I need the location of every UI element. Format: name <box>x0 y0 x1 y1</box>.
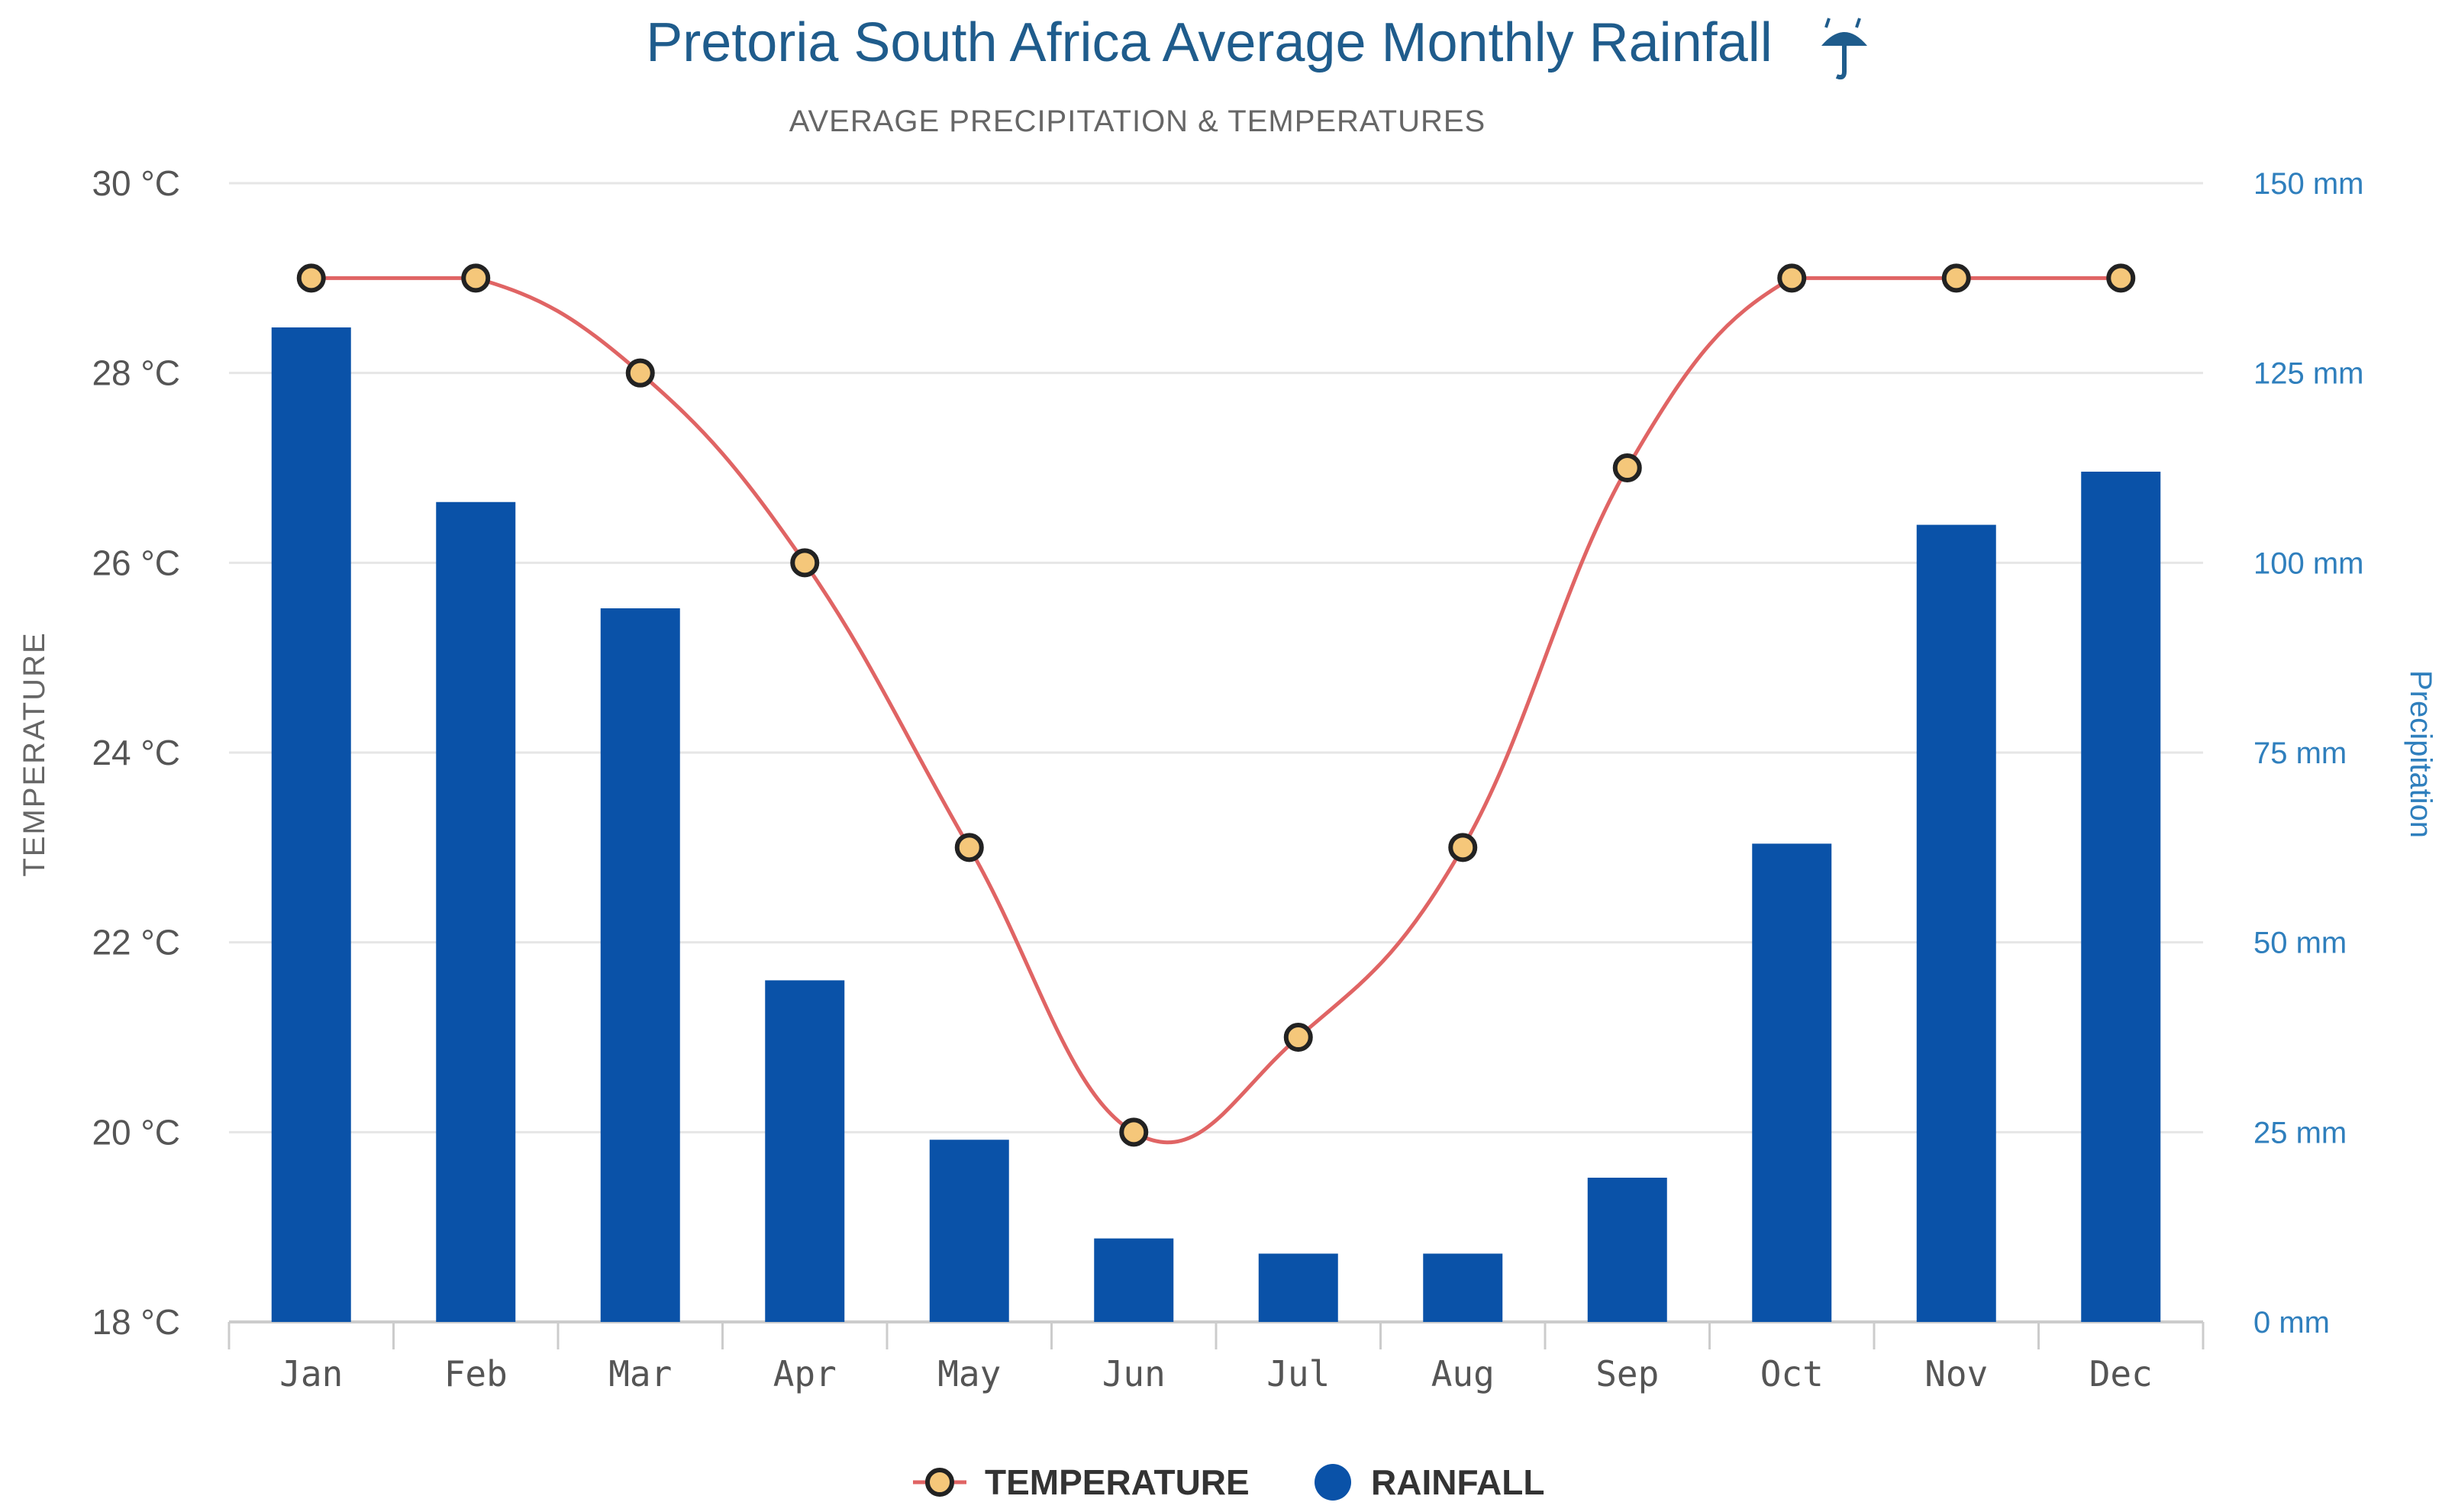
chart-title: Pretoria South Africa Average Monthly Ra… <box>646 12 1772 73</box>
left-axis-tick-label: 28 °C <box>92 353 180 393</box>
rainfall-bar-apr[interactable] <box>765 980 845 1322</box>
x-axis-tick-label: May <box>937 1353 1001 1394</box>
x-axis-tick-label: Sep <box>1595 1353 1659 1394</box>
rainfall-bar-jan[interactable] <box>271 327 351 1322</box>
right-axis-tick-label: 75 mm <box>2253 737 2347 770</box>
x-axis-tick-label: Nov <box>1924 1353 1988 1394</box>
legend-label: RAINFALL <box>1371 1462 1544 1502</box>
rainfall-bar-jul[interactable] <box>1258 1253 1338 1322</box>
legend-circle-marker <box>1315 1464 1351 1501</box>
temperature-point-nov[interactable] <box>1941 263 1971 293</box>
left-axis-title: TEMPERATURE <box>18 631 51 876</box>
rainfall-bar-dec[interactable] <box>2081 471 2161 1322</box>
rainfall-bars <box>271 327 2161 1322</box>
right-axis-title: Precipitation <box>2404 670 2437 838</box>
x-axis-tick-label: Jun <box>1102 1353 1166 1394</box>
rainfall-bar-may[interactable] <box>929 1140 1009 1322</box>
rainfall-bar-oct[interactable] <box>1752 843 1832 1322</box>
temperature-point-aug[interactable] <box>1448 833 1478 862</box>
x-axis-tick-label: Jan <box>279 1353 343 1394</box>
left-axis-tick-label: 26 °C <box>92 543 180 582</box>
x-axis-tick-label: Oct <box>1760 1353 1824 1394</box>
temperature-line <box>311 276 2121 1145</box>
left-axis-tick-label: 24 °C <box>92 733 180 772</box>
right-axis-ticks: 150 mm 125 mm 100 mm 75 mm 50 mm 25 mm 0 mm <box>2253 167 2364 1340</box>
legend-item-rainfall[interactable]: RAINFALL <box>1315 1462 1544 1502</box>
rainfall-bar-nov[interactable] <box>1916 524 1996 1322</box>
temperature-point-mar[interactable] <box>625 358 655 388</box>
left-axis-tick-label: 22 °C <box>92 923 180 962</box>
left-axis-tick-label: 18 °C <box>92 1302 180 1342</box>
temperature-point-jan[interactable] <box>296 263 326 293</box>
grid-lines <box>227 182 2205 1349</box>
temperature-point-oct[interactable] <box>1777 263 1807 293</box>
right-axis-tick-label: 0 mm <box>2253 1306 2330 1340</box>
temperature-point-sep[interactable] <box>1612 453 1642 482</box>
right-axis-tick-label: 100 mm <box>2253 546 2364 580</box>
rainfall-bar-feb[interactable] <box>436 501 516 1322</box>
legend-item-temperature[interactable]: TEMPERATURE <box>913 1462 1250 1502</box>
temperature-point-apr[interactable] <box>790 548 820 578</box>
legend-circle-marker <box>925 1468 954 1497</box>
rainfall-bar-sep[interactable] <box>1587 1178 1667 1322</box>
rainfall-bar-jun[interactable] <box>1094 1238 1174 1322</box>
x-axis-tick-label: Mar <box>608 1353 672 1394</box>
left-axis-ticks: 30 °C 28 °C 26 °C 24 °C 22 °C 20 °C 18 °C <box>92 163 180 1342</box>
right-axis-tick-label: 50 mm <box>2253 927 2347 960</box>
x-axis-tick-label: Apr <box>773 1353 837 1394</box>
temperature-point-feb[interactable] <box>461 263 491 293</box>
rainfall-bar-mar[interactable] <box>600 608 680 1322</box>
x-axis-tick-label: Dec <box>2089 1353 2153 1394</box>
right-axis-tick-label: 125 mm <box>2253 357 2364 391</box>
x-axis-tick-label: Feb <box>444 1353 508 1394</box>
temperature-series <box>296 263 2136 1147</box>
temperature-point-may[interactable] <box>954 833 984 862</box>
legend-label: TEMPERATURE <box>985 1462 1250 1502</box>
x-axis-ticks: Jan Feb Mar Apr May Jun Jul Aug Sep Oct Nov Dec <box>279 1353 2153 1394</box>
x-axis-tick-label: Jul <box>1266 1353 1330 1394</box>
left-axis-tick-label: 20 °C <box>92 1112 180 1152</box>
right-axis-tick-label: 150 mm <box>2253 167 2364 201</box>
temperature-point-jul[interactable] <box>1283 1023 1313 1052</box>
umbrella-rain-icon <box>1821 18 1867 80</box>
legend: TEMPERATURE RAINFALL <box>913 1462 1544 1502</box>
temperature-point-dec[interactable] <box>2106 263 2136 293</box>
left-axis-tick-label: 30 °C <box>92 163 180 203</box>
x-axis-tick-label: Aug <box>1431 1353 1495 1394</box>
temperature-point-jun[interactable] <box>1119 1117 1149 1147</box>
right-axis-tick-label: 25 mm <box>2253 1116 2347 1149</box>
rainfall-bar-aug[interactable] <box>1423 1253 1503 1322</box>
chart-subtitle: AVERAGE PRECIPITATION & TEMPERATURES <box>789 105 1486 138</box>
